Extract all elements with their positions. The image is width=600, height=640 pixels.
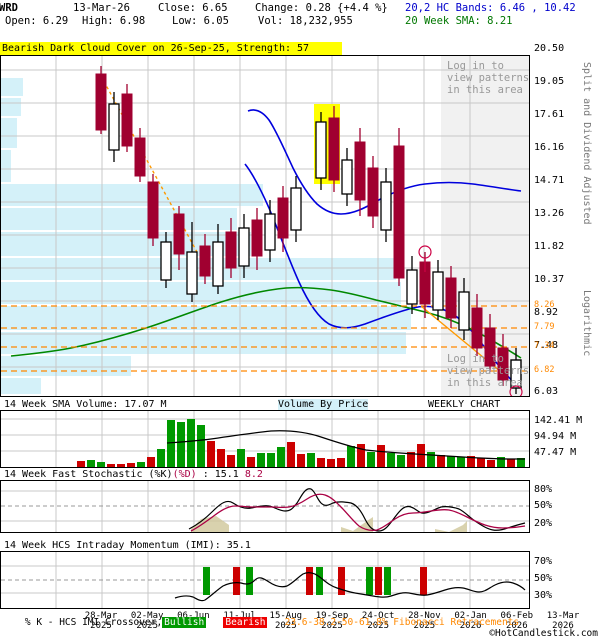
stoch-title-k: 14 Week Fast Stochastic (%K) <box>4 469 173 480</box>
imi-line <box>174 572 526 602</box>
date-tick-4: 15-Aug 2025 <box>269 611 303 631</box>
volume-by-price-label: Volume By Price <box>278 399 369 410</box>
hc-band-upper <box>247 109 522 215</box>
date-tick-1: 02-May 2025 <box>130 611 164 631</box>
price-ytick-0: 20.50 <box>534 43 565 54</box>
quote-date: 13-Mar-26 <box>73 2 130 14</box>
copyright-label: ©HotCandlestick.com <box>489 628 598 639</box>
price-ytick-6: 11.82 <box>534 241 565 252</box>
price-ytick-8: 8.92 <box>534 307 559 318</box>
imi-ytick-0: 70% <box>534 556 553 567</box>
stoch-d-line <box>190 493 526 532</box>
date-tick-5: 19-Sep 2025 <box>315 611 349 631</box>
stoch-value-d: 8.2 <box>244 469 263 480</box>
login-watermark-bottom: Log in to view patterns in this area <box>447 353 530 389</box>
stoch-title-d: (%D) <box>172 469 197 480</box>
imi-crossover-legend: % K - HCS IMI Crossover, <box>24 617 163 628</box>
stoch-value-k: : 15.1 <box>196 469 245 480</box>
price-ytick-3: 16.16 <box>534 142 565 153</box>
date-tick-7: 28-Nov 2025 <box>408 611 441 631</box>
stoch-shade-3 <box>435 521 467 532</box>
imi-ytick-1: 50% <box>534 573 553 584</box>
fib-label-3: 6.82 <box>534 365 555 375</box>
weekly-chart-label: WEEKLY CHART <box>428 399 501 410</box>
price-ytick-2: 17.61 <box>534 109 565 120</box>
price-panel[interactable]: Log in to view patterns in this area Log… <box>0 55 530 397</box>
gridlines <box>1 56 529 396</box>
price-ytick-4: 14.71 <box>534 175 565 186</box>
stochastic-panel[interactable] <box>0 480 530 533</box>
stochastic-plot <box>1 481 529 532</box>
imi-panel-title: 14 Week HCS Intraday Momentum (IMI): 35.… <box>4 540 251 551</box>
bearish-badge: Bearish <box>223 617 268 628</box>
stoch-ytick-1: 50% <box>534 500 553 511</box>
stoch-shade-1 <box>191 516 229 532</box>
date-tick-10: 13-Mar 2026 <box>546 611 580 631</box>
footer-legend: % K - HCS IMI Crossover, Bullish Bearish … <box>2 606 519 639</box>
axis-title-log: Logarithmic <box>581 290 592 357</box>
pattern-markers <box>418 245 523 396</box>
volume-ytick-2: 47.47 M <box>534 447 577 458</box>
fib-label-2: 7.34 <box>534 341 555 351</box>
candlestick-series <box>95 66 522 394</box>
price-ytick-10: 6.03 <box>534 386 559 397</box>
volume-bars <box>77 419 525 467</box>
price-ytick-7: 10.37 <box>534 274 565 285</box>
imi-plot <box>1 552 529 608</box>
imi-ytick-2: 30% <box>534 590 553 601</box>
hc-bands-readout: 20,2 HC Bands: 6.46 , 10.42 <box>405 2 576 14</box>
stoch-ytick-0: 80% <box>534 484 553 495</box>
imi-crossover-bars <box>203 567 427 595</box>
fib-label-1: 7.79 <box>534 322 555 332</box>
price-ytick-5: 13.26 <box>534 208 565 219</box>
volume-panel-title: 14 Week SMA Volume: 17.07 M <box>4 399 167 410</box>
price-ytick-1: 19.05 <box>534 76 565 87</box>
ticker-symbol: WRD <box>0 2 18 14</box>
quote-volume: Vol: 18,232,955 <box>258 15 353 27</box>
date-tick-6: 24-Oct 2025 <box>361 611 395 631</box>
date-tick-0: 28-Mar 2025 <box>84 611 118 631</box>
volume-sma-line <box>166 430 525 460</box>
axis-title-adjusted: Split and Dividend Adjusted <box>581 62 592 225</box>
imi-panel[interactable] <box>0 551 530 609</box>
quote-open: Open: 6.29 <box>5 15 69 27</box>
price-plot <box>1 56 529 396</box>
stoch-ytick-2: 20% <box>534 518 553 529</box>
volume-by-price-bars <box>1 78 411 394</box>
bullish-badge: Bullish <box>162 617 207 628</box>
volume-ytick-1: 94.94 M <box>534 431 577 442</box>
quote-high: High: 6.98 <box>82 15 146 27</box>
quote-low: Low: 6.05 <box>172 15 229 27</box>
price-ytick-9: 7.48 <box>534 340 559 351</box>
volume-panel[interactable] <box>0 410 530 468</box>
login-watermark-top: Log in to view patterns in this area <box>447 60 530 96</box>
pattern-banner[interactable]: Bearish Dark Cloud Cover on 26-Sep-25, S… <box>0 42 342 55</box>
volume-gridlines <box>1 411 529 467</box>
date-tick-8: 02-Jan 2026 <box>454 611 487 631</box>
volume-plot <box>1 411 529 467</box>
fib-label-0: 8.26 <box>534 300 555 310</box>
sma-readout: 20 Week SMA: 8.21 <box>405 15 513 27</box>
stochastic-panel-title: 14 Week Fast Stochastic (%K)(%D) : 15.1 … <box>4 469 263 480</box>
stoch-k-line <box>188 488 526 532</box>
pattern-banner-text: Bearish Dark Cloud Cover on 26-Sep-25, S… <box>2 43 310 54</box>
stoch-shade-2 <box>341 517 373 532</box>
quote-close: Close: 6.65 <box>158 2 228 14</box>
quote-change: Change: 0.28 {+4.4 %} <box>255 2 388 14</box>
fib-legend: 23.6-38.2-50-61.8% Fibonacci Retracement… <box>284 617 520 628</box>
volume-ytick-0: 142.41 M <box>534 415 583 426</box>
date-tick-9: 06-Feb 2026 <box>500 611 534 631</box>
